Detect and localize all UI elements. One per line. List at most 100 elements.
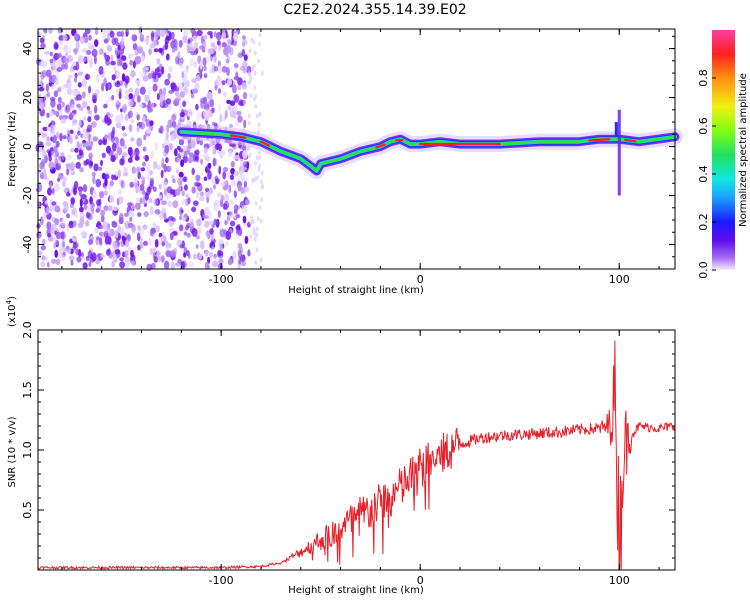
noise-speckle — [205, 55, 211, 64]
noise-speckle — [105, 59, 110, 66]
noise-speckle — [78, 119, 82, 127]
noise-speckle — [217, 250, 224, 257]
noise-speckle — [219, 243, 224, 251]
noise-speckle — [51, 84, 55, 90]
noise-speckle — [87, 109, 92, 115]
noise-speckle — [76, 141, 80, 150]
noise-speckle — [111, 74, 116, 81]
noise-speckle — [140, 167, 146, 172]
noise-speckle — [57, 96, 62, 103]
noise-speckle — [51, 68, 57, 74]
noise-speckle — [136, 95, 141, 103]
noise-speckle — [169, 232, 174, 241]
noise-speckle — [93, 163, 99, 172]
noise-speckle — [193, 60, 197, 68]
snr-panel: -100 0 100 0.5 1.0 1.5 2.0 Height of straight … — [5, 296, 676, 596]
noise-speckle — [119, 115, 125, 123]
noise-speckle — [186, 232, 191, 238]
noise-speckle — [143, 211, 149, 217]
noise-speckle — [215, 218, 220, 228]
noise-speckle — [57, 53, 62, 58]
noise-speckle — [168, 143, 174, 150]
noise-speckle — [249, 233, 252, 239]
noise-speckle — [153, 255, 158, 263]
noise-speckle — [82, 55, 86, 63]
noise-speckle — [165, 132, 169, 141]
noise-speckle — [204, 261, 210, 270]
noise-speckle — [196, 29, 203, 37]
noise-speckle — [167, 105, 172, 111]
svg-text:(x104): (x104) — [5, 296, 18, 327]
noise-speckle — [45, 141, 52, 147]
noise-speckle — [178, 40, 183, 48]
noise-speckle — [176, 81, 183, 89]
noise-speckle — [53, 110, 60, 116]
noise-speckle — [82, 262, 88, 270]
noise-speckle — [121, 235, 125, 241]
noise-speckle — [65, 52, 69, 57]
noise-speckle — [50, 124, 55, 134]
noise-speckle — [78, 249, 82, 258]
noise-speckle — [178, 63, 184, 69]
noise-speckle — [209, 242, 213, 249]
noise-speckle — [203, 109, 209, 119]
noise-speckle — [67, 82, 72, 89]
noise-speckle — [226, 215, 230, 221]
noise-speckle — [80, 230, 86, 237]
y-tick-label: -40 — [21, 236, 34, 254]
noise-speckle — [139, 241, 144, 249]
noise-speckle — [149, 150, 155, 160]
noise-speckle — [202, 57, 207, 66]
noise-speckle — [72, 220, 77, 228]
noise-speckle — [74, 32, 79, 42]
noise-speckle — [76, 103, 81, 108]
noise-speckle — [71, 237, 78, 242]
noise-speckle — [72, 61, 76, 67]
noise-speckle — [192, 200, 199, 206]
noise-speckle — [136, 232, 141, 241]
colorbar-tick-label: 0.4 — [697, 165, 710, 183]
noise-speckle — [48, 74, 53, 84]
noise-speckle — [139, 33, 145, 42]
noise-speckle — [82, 101, 88, 108]
noise-speckle — [107, 32, 111, 42]
noise-speckle — [86, 128, 91, 133]
noise-speckle — [137, 56, 142, 64]
noise-speckle — [56, 67, 63, 72]
noise-speckle — [215, 31, 222, 41]
noise-speckle — [38, 86, 45, 92]
noise-speckle — [261, 71, 264, 76]
noise-speckle — [132, 43, 138, 51]
spectrogram-ylabel: Frequency (Hz) — [7, 111, 18, 187]
noise-speckle — [117, 44, 121, 51]
noise-speckle — [229, 47, 234, 56]
noise-speckle — [91, 44, 95, 50]
noise-speckle — [241, 48, 246, 57]
noise-speckle — [163, 138, 170, 147]
noise-speckle — [88, 152, 93, 160]
noise-speckle — [98, 191, 105, 199]
noise-speckle — [188, 260, 194, 268]
noise-speckle — [50, 98, 56, 108]
noise-speckle — [170, 82, 175, 90]
noise-speckle — [131, 34, 138, 42]
noise-speckle — [48, 161, 54, 170]
noise-speckle — [74, 147, 79, 153]
noise-speckle — [152, 83, 158, 92]
noise-speckle — [178, 224, 184, 232]
noise-speckle — [193, 41, 199, 49]
noise-speckle — [139, 183, 145, 192]
y-tick-label: 1.5 — [21, 381, 34, 399]
noise-speckle — [255, 113, 259, 119]
noise-speckle — [48, 27, 53, 35]
noise-speckle — [256, 216, 260, 222]
noise-speckle — [213, 54, 217, 63]
noise-speckle — [71, 209, 76, 216]
noise-speckle — [204, 250, 209, 257]
noise-speckle — [253, 50, 257, 56]
noise-speckle — [136, 114, 140, 121]
noise-speckle — [68, 255, 75, 261]
noise-speckle — [221, 182, 225, 187]
noise-speckle — [62, 34, 68, 42]
noise-speckle — [253, 236, 257, 242]
